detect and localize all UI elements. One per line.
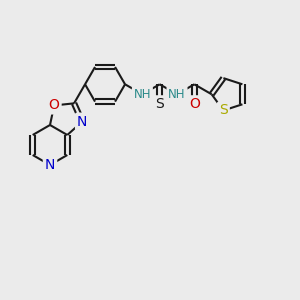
Text: S: S [219, 103, 228, 118]
Text: N: N [77, 115, 87, 129]
Text: N: N [45, 158, 55, 172]
Text: O: O [189, 97, 200, 111]
Text: S: S [155, 97, 164, 111]
Text: NH: NH [134, 88, 151, 101]
Text: O: O [49, 98, 60, 112]
Text: NH: NH [168, 88, 186, 101]
